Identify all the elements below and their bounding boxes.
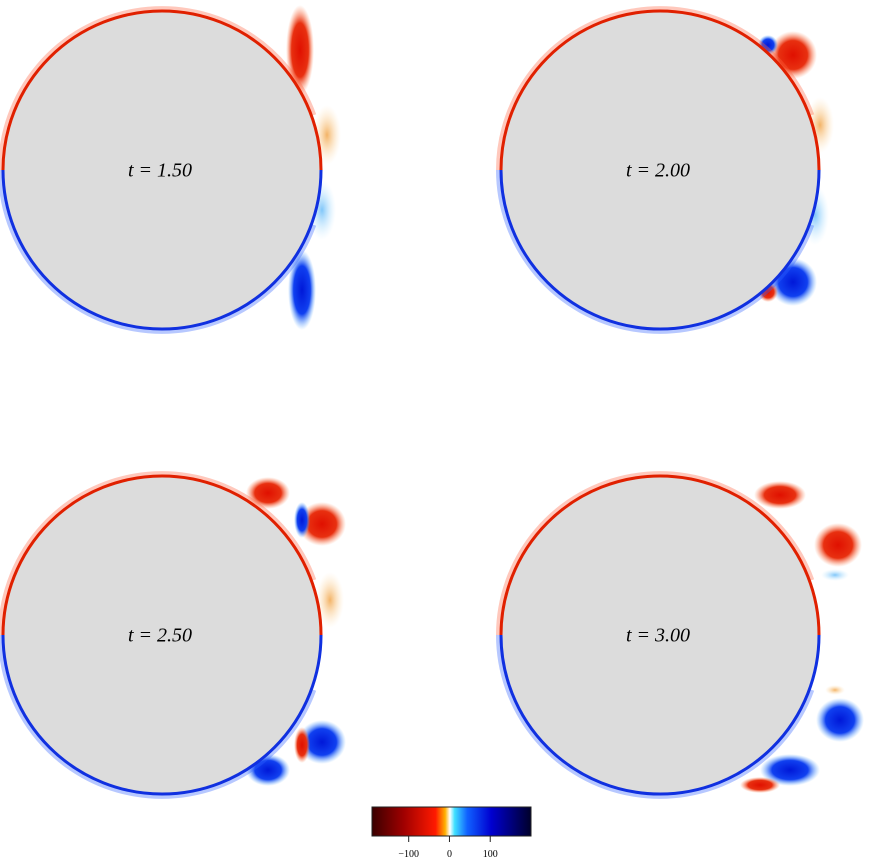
panel: t = 1.50 <box>0 5 341 334</box>
vortex <box>760 754 820 786</box>
panel: t = 3.00 <box>496 471 864 799</box>
cylinder <box>501 11 819 329</box>
time-label: t = 3.00 <box>626 625 690 647</box>
vortex <box>740 777 780 793</box>
vortex <box>286 5 314 95</box>
boundary-top <box>1 474 323 636</box>
panel: t = 2.00 <box>496 6 834 334</box>
boundary-bottom <box>1 169 323 331</box>
cylinder <box>3 476 321 794</box>
vortex <box>298 502 346 546</box>
vortex <box>825 685 845 695</box>
boundary-top <box>499 474 821 636</box>
vortex <box>821 569 849 581</box>
vortex <box>814 523 862 567</box>
vortex <box>294 502 310 538</box>
boundary-bottom <box>499 634 821 796</box>
vortex <box>288 250 316 330</box>
vortex <box>298 720 346 764</box>
panel: t = 2.50 <box>0 471 346 799</box>
time-label: t = 2.50 <box>128 625 192 647</box>
vortex <box>816 698 864 742</box>
colorbar <box>371 806 532 837</box>
time-label: t = 1.50 <box>128 160 192 182</box>
vortex <box>316 572 344 628</box>
cylinder <box>3 11 321 329</box>
boundary-bottom <box>1 634 323 796</box>
boundary-top <box>1 9 323 171</box>
colorbar-tick-label: 100 <box>483 849 498 858</box>
vortex <box>294 727 310 763</box>
colorbar-tick-label: −100 <box>398 849 419 858</box>
cylinder <box>501 476 819 794</box>
time-label: t = 2.00 <box>626 160 690 182</box>
panels: t = 1.50 t = 2.00 t = 2.50 t = 3.00 <box>0 5 864 799</box>
vortex <box>754 481 806 509</box>
colorbar-tick-label: 0 <box>447 849 452 858</box>
boundary-bottom <box>499 169 821 331</box>
boundary-top <box>499 9 821 171</box>
colorbar-ticks: −100 0 100 <box>398 836 498 858</box>
vortex <box>246 477 290 509</box>
